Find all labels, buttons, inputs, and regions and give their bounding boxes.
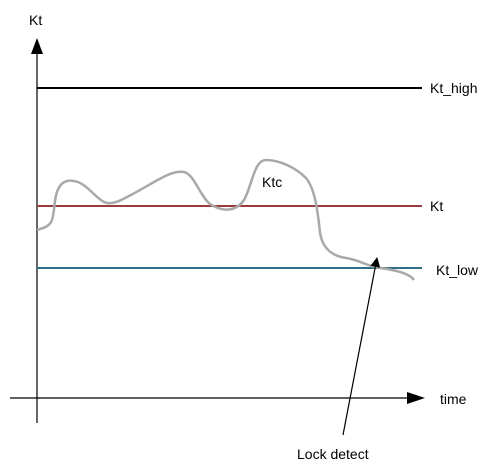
kt-low-label: Kt_low bbox=[436, 262, 479, 278]
ktc-curve bbox=[36, 158, 416, 281]
lock-detect-arrow bbox=[342, 257, 381, 436]
y-axis-arrowhead bbox=[31, 38, 43, 54]
y-axis-label: Kt bbox=[29, 12, 42, 28]
lock-detect-label: Lock detect bbox=[297, 446, 369, 462]
x-axis-arrowhead bbox=[407, 392, 425, 404]
kt-high-label: Kt_high bbox=[430, 80, 477, 96]
ktc-label: Ktc bbox=[262, 174, 282, 190]
x-axis-label: time bbox=[440, 391, 467, 407]
kt-target-label: Kt bbox=[430, 198, 443, 214]
